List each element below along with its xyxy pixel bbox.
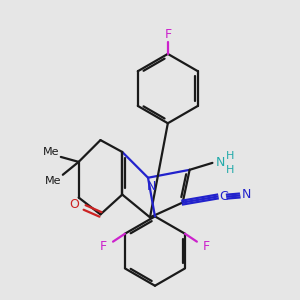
Text: C: C bbox=[219, 190, 228, 203]
Text: N: N bbox=[216, 156, 225, 170]
Text: Me: Me bbox=[43, 147, 59, 157]
Text: H: H bbox=[226, 151, 234, 161]
Text: F: F bbox=[203, 240, 210, 253]
Text: F: F bbox=[100, 240, 107, 253]
Text: Me: Me bbox=[45, 176, 61, 186]
Text: H: H bbox=[226, 165, 234, 175]
Text: N: N bbox=[146, 180, 156, 193]
Text: F: F bbox=[164, 28, 171, 40]
Text: N: N bbox=[242, 188, 251, 201]
Text: O: O bbox=[69, 198, 79, 211]
